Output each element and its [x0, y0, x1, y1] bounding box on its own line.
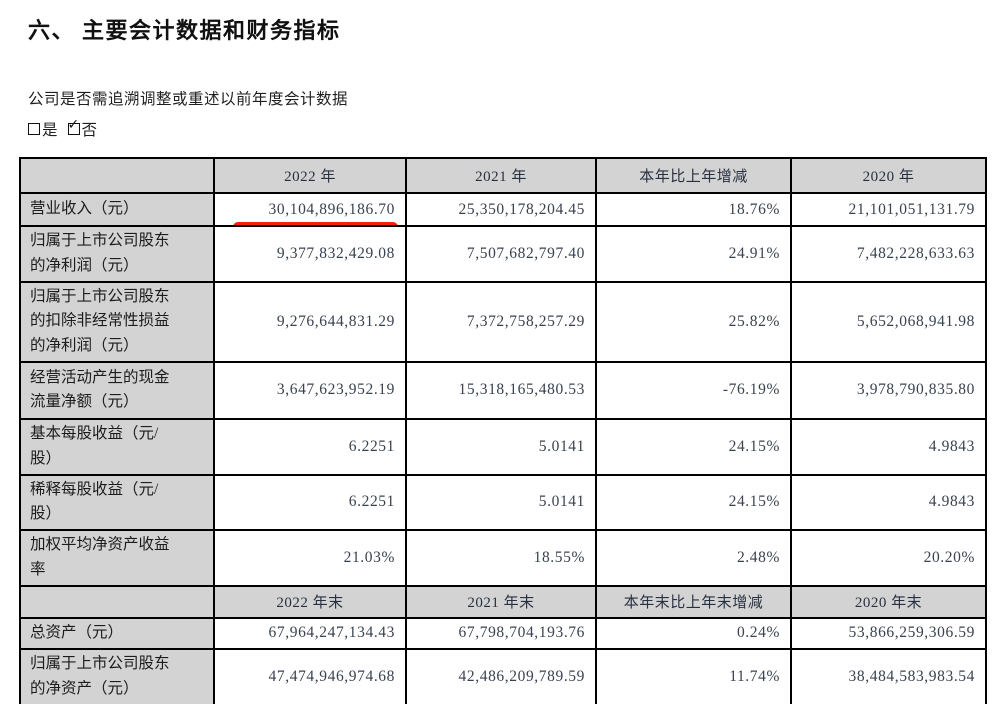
checkbox-yes-label: 是 — [42, 122, 58, 139]
table-row-operating-cash-flow: 经营活动产生的现金 流量净额（元） 3,647,623,952.19 15,31… — [19, 360, 987, 420]
table-row-net-assets: 归属于上市公司股东 的净资产（元） 47,474,946,974.68 42,4… — [19, 647, 987, 704]
header-2022-end: 2022 年末 — [213, 584, 407, 619]
cell-value: 11.74% — [595, 647, 792, 704]
header-blank — [19, 584, 215, 619]
cell-value: 67,964,247,134.43 — [213, 616, 407, 650]
cell-value: 25,350,178,204.45 — [405, 192, 597, 227]
cell-value: 4.9843 — [790, 417, 987, 476]
cell-value: 3,978,790,835.80 — [790, 360, 987, 420]
checkbox-yes: 是 — [28, 118, 58, 140]
page-title: 六、 主要会计数据和财务指标 — [28, 18, 341, 43]
table-row-weighted-avg-roe: 加权平均净资产收益 率 21.03% 18.55% 2.48% 20.20% — [19, 529, 987, 587]
header-blank — [19, 157, 215, 194]
cell-value: 7,482,228,633.63 — [790, 225, 987, 283]
row-label: 基本每股收益（元/ 股） — [19, 417, 215, 476]
row-label: 归属于上市公司股东 的扣除非经常性损益 的净利润（元） — [19, 280, 215, 363]
cell-value: 53,866,259,306.59 — [790, 616, 987, 650]
header-2021-end: 2021 年末 — [405, 584, 597, 619]
checkbox-no: ✓ 否 — [67, 118, 98, 140]
row-label: 经营活动产生的现金 流量净额（元） — [19, 360, 215, 420]
header-2020: 2020 年 — [790, 157, 987, 194]
cell-value: 24.15% — [595, 417, 792, 476]
cell-value: 7,507,682,797.40 — [405, 225, 597, 283]
cell-value: 20.20% — [790, 529, 987, 587]
cell-value: 15,318,165,480.53 — [405, 360, 597, 420]
checkmark-icon: ✓ — [67, 117, 80, 133]
checkbox-row: 是 ✓ 否 — [0, 109, 999, 140]
cell-value: 42,486,209,789.59 — [405, 647, 597, 704]
cell-value: 5,652,068,941.98 — [790, 280, 987, 363]
table-row-basic-eps: 基本每股收益（元/ 股） 6.2251 5.0141 24.15% 4.9843 — [19, 417, 987, 476]
cell-value: 67,798,704,193.76 — [405, 616, 597, 650]
cell-value: 24.91% — [595, 225, 792, 283]
cell-value: 9,377,832,429.08 — [213, 225, 407, 283]
cell-value: 18.76% — [595, 192, 792, 227]
table-row-net-profit-excl-nonrecurring: 归属于上市公司股东 的扣除非经常性损益 的净利润（元） 9,276,644,83… — [19, 280, 987, 363]
cell-value: 5.0141 — [405, 473, 597, 532]
header-yearend-change: 本年末比上年末增减 — [595, 584, 792, 619]
table-row-header-yearend: 2022 年末 2021 年末 本年末比上年末增减 2020 年末 — [19, 584, 987, 619]
revenue-2022-value: 30,104,896,186.70 — [268, 200, 395, 218]
cell-value: 47,474,946,974.68 — [213, 647, 407, 704]
cell-value: 6.2251 — [213, 473, 407, 532]
table-row-diluted-eps: 稀释每股收益（元/ 股） 6.2251 5.0141 24.15% 4.9843 — [19, 473, 987, 532]
cell-value: 25.82% — [595, 280, 792, 363]
row-label: 稀释每股收益（元/ 股） — [19, 473, 215, 532]
cell-value: 7,372,758,257.29 — [405, 280, 597, 363]
row-label: 总资产（元） — [19, 616, 215, 650]
checkbox-no-label: 否 — [81, 122, 98, 139]
header-2021: 2021 年 — [405, 157, 597, 194]
cell-value: 21,101,051,131.79 — [790, 192, 987, 227]
checkbox-no-box-icon: ✓ — [67, 118, 80, 135]
checkbox-yes-box-icon — [28, 123, 40, 135]
header-2020-end: 2020 年末 — [790, 584, 987, 619]
cell-value: 3,647,623,952.19 — [213, 360, 407, 420]
cell-value: 38,484,583,983.54 — [790, 647, 987, 704]
table-row-revenue: 营业收入（元） 30,104,896,186.70 25,350,178,204… — [19, 192, 987, 227]
cell-value: 2.48% — [595, 529, 792, 587]
table-row-header-year: 2022 年 2021 年 本年比上年增减 2020 年 — [19, 157, 987, 194]
cell-value: 9,276,644,831.29 — [213, 280, 407, 363]
cell-value: 6.2251 — [213, 417, 407, 476]
header-2022: 2022 年 — [213, 157, 407, 194]
financial-indicators-table: 2022 年 2021 年 本年比上年增减 2020 年 营业收入（元） 30,… — [19, 157, 987, 704]
row-label: 归属于上市公司股东 的净利润（元） — [19, 225, 215, 283]
row-label: 加权平均净资产收益 率 — [19, 529, 215, 587]
header-yoy-change: 本年比上年增减 — [595, 157, 792, 194]
cell-value-highlighted: 30,104,896,186.70 — [213, 192, 407, 227]
cell-value: 0.24% — [595, 616, 792, 650]
cell-value: 21.03% — [213, 529, 407, 587]
table-row-total-assets: 总资产（元） 67,964,247,134.43 67,798,704,193.… — [19, 616, 987, 650]
cell-value: 5.0141 — [405, 417, 597, 476]
cell-value: 24.15% — [595, 473, 792, 532]
red-underline-annotation — [233, 222, 398, 224]
question-text: 公司是否需追溯调整或重述以前年度会计数据 — [28, 91, 349, 108]
cell-value: 4.9843 — [790, 473, 987, 532]
table-row-net-profit: 归属于上市公司股东 的净利润（元） 9,377,832,429.08 7,507… — [19, 225, 987, 283]
row-label: 营业收入（元） — [19, 192, 215, 227]
row-label: 归属于上市公司股东 的净资产（元） — [19, 647, 215, 704]
cell-value: 18.55% — [405, 529, 597, 587]
cell-value: -76.19% — [595, 360, 792, 420]
